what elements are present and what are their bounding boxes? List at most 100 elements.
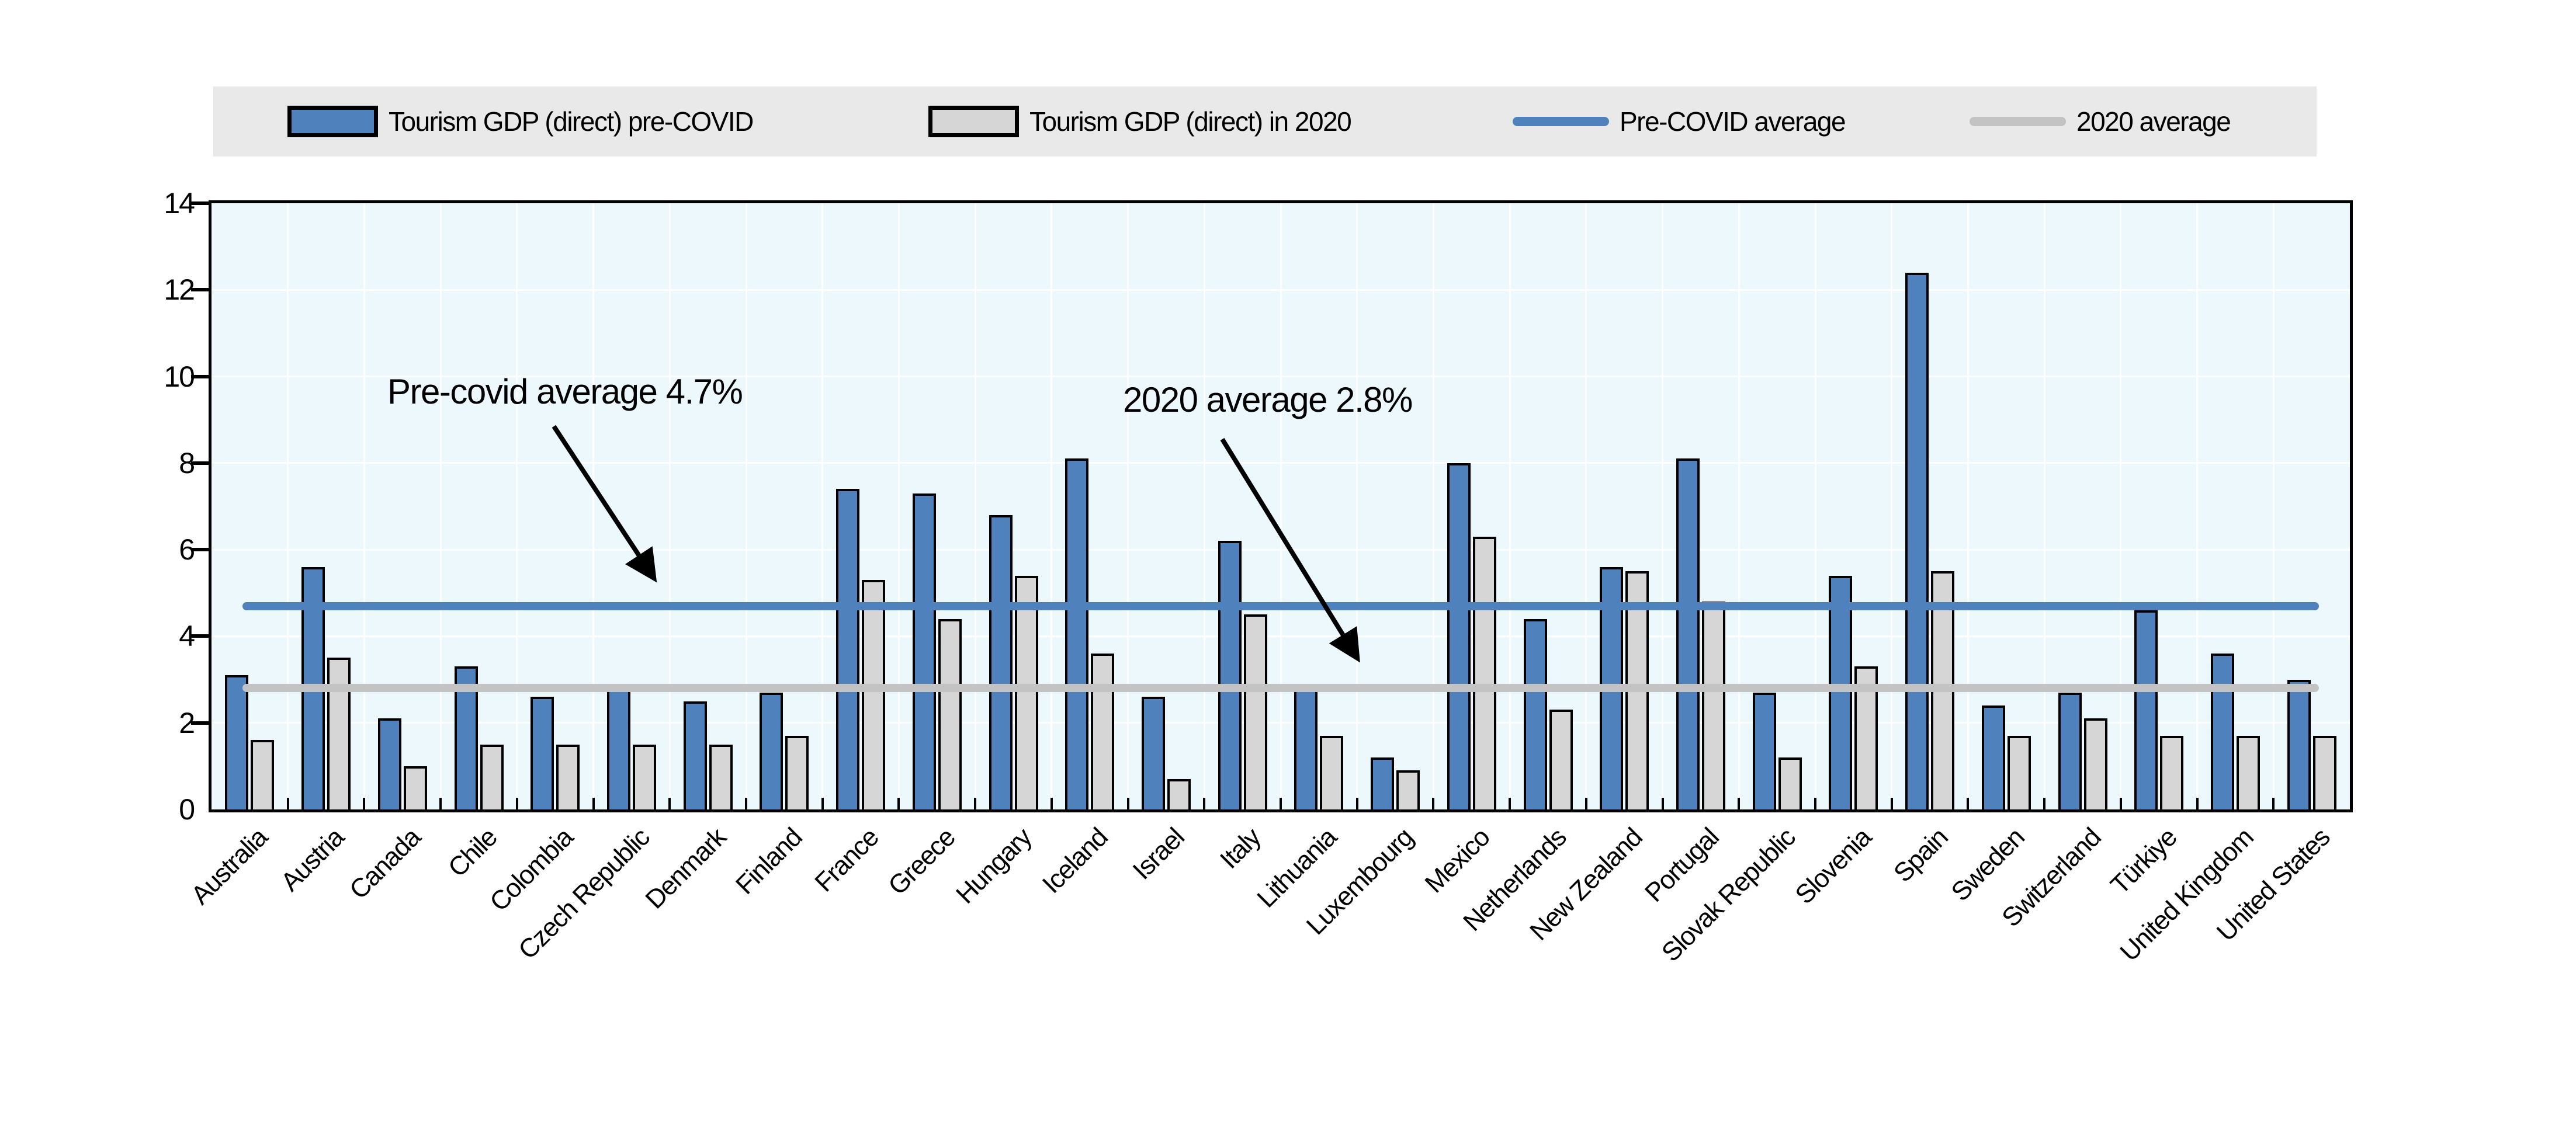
bar-precovid bbox=[989, 515, 1013, 809]
bar-precovid bbox=[2287, 680, 2311, 809]
legend-swatch-2020-bar-icon bbox=[928, 106, 1019, 137]
legend-label: Tourism GDP (direct) in 2020 bbox=[1029, 106, 1352, 137]
legend-swatch-precovid-bar-icon bbox=[287, 106, 378, 137]
v-gridline bbox=[1662, 203, 1664, 809]
category-tick bbox=[1432, 798, 1435, 809]
bar-2020 bbox=[403, 766, 427, 809]
bar-precovid bbox=[1447, 463, 1471, 809]
y-tick-label: 6 bbox=[179, 533, 195, 566]
annotation-precovid-average: Pre-covid average 4.7% bbox=[387, 372, 743, 411]
v-gridline bbox=[439, 203, 442, 809]
legend-label: Pre-COVID average bbox=[1620, 106, 1846, 137]
category-tick bbox=[2119, 798, 2122, 809]
v-gridline bbox=[363, 203, 365, 809]
v-gridline bbox=[1814, 203, 1816, 809]
v-gridline bbox=[1585, 203, 1587, 809]
legend-label: 2020 average bbox=[2076, 106, 2231, 137]
legend-item-precovid-average: Pre-COVID average bbox=[1513, 86, 1846, 157]
bar-2020 bbox=[556, 745, 580, 809]
category-tick bbox=[2196, 798, 2199, 809]
category-tick bbox=[2043, 798, 2046, 809]
v-gridline bbox=[2043, 203, 2045, 809]
y-tick-mark bbox=[191, 548, 209, 552]
v-gridline bbox=[821, 203, 824, 809]
v-gridline bbox=[2272, 203, 2275, 809]
category-tick bbox=[821, 798, 824, 809]
category-tick bbox=[668, 798, 671, 809]
legend: Tourism GDP (direct) pre-COVID Tourism G… bbox=[213, 86, 2317, 157]
bar-precovid bbox=[1065, 458, 1089, 809]
v-gridline bbox=[1432, 203, 1434, 809]
bar-2020 bbox=[1167, 779, 1191, 809]
category-tick bbox=[439, 798, 442, 809]
bar-2020 bbox=[251, 740, 275, 809]
v-gridline bbox=[974, 203, 976, 809]
bar-precovid bbox=[225, 675, 249, 809]
legend-item-precovid-bars: Tourism GDP (direct) pre-COVID bbox=[287, 86, 754, 157]
v-gridline bbox=[668, 203, 671, 809]
bar-precovid bbox=[1371, 757, 1395, 809]
category-tick bbox=[1280, 798, 1282, 809]
bar-2020 bbox=[1701, 602, 1725, 809]
bar-2020 bbox=[632, 745, 656, 809]
v-gridline bbox=[1967, 203, 1969, 809]
legend-item-2020-average: 2020 average bbox=[1970, 86, 2231, 157]
category-tick bbox=[897, 798, 900, 809]
bar-precovid bbox=[2134, 610, 2158, 809]
bar-2020 bbox=[2083, 718, 2107, 809]
v-gridline bbox=[897, 203, 900, 809]
annotation-2020-average: 2020 average 2.8% bbox=[1123, 380, 1413, 419]
category-tick bbox=[974, 798, 977, 809]
bar-2020 bbox=[1091, 654, 1115, 809]
precovid-average-line bbox=[242, 602, 2319, 610]
bar-precovid bbox=[760, 693, 783, 809]
bar-2020 bbox=[480, 745, 504, 809]
category-tick bbox=[1661, 798, 1664, 809]
bar-precovid bbox=[683, 701, 707, 809]
v-gridline bbox=[592, 203, 595, 809]
bar-precovid bbox=[606, 688, 630, 809]
v-gridline bbox=[745, 203, 747, 809]
bar-precovid bbox=[531, 697, 554, 809]
bar-precovid bbox=[1981, 705, 2005, 809]
bar-precovid bbox=[377, 718, 401, 809]
bar-precovid bbox=[1905, 273, 1929, 809]
v-gridline bbox=[1738, 203, 1740, 809]
category-tick bbox=[1967, 798, 1970, 809]
category-tick bbox=[745, 798, 747, 809]
bar-2020 bbox=[2007, 736, 2031, 809]
bar-2020 bbox=[938, 619, 962, 809]
y-tick-label: 0 bbox=[179, 793, 195, 826]
y-tick-label: 10 bbox=[164, 360, 195, 393]
bar-precovid bbox=[1141, 697, 1165, 809]
y-tick-label: 14 bbox=[164, 187, 195, 220]
category-tick bbox=[1890, 798, 1893, 809]
category-tick bbox=[515, 798, 518, 809]
bar-2020 bbox=[2312, 736, 2336, 809]
category-tick bbox=[363, 798, 366, 809]
bar-2020 bbox=[1243, 614, 1267, 809]
y-tick-label: 2 bbox=[179, 706, 195, 739]
legend-item-2020-bars: Tourism GDP (direct) in 2020 bbox=[928, 86, 1352, 157]
bar-2020 bbox=[1472, 537, 1496, 809]
category-tick bbox=[1738, 798, 1741, 809]
legend-swatch-2020-line-icon bbox=[1970, 117, 2066, 126]
v-gridline bbox=[1891, 203, 1893, 809]
bar-2020 bbox=[1549, 710, 1573, 809]
category-tick bbox=[286, 798, 289, 809]
category-tick bbox=[592, 798, 595, 809]
bar-precovid bbox=[1752, 693, 1776, 809]
y-tick-mark bbox=[191, 461, 209, 465]
bar-2020 bbox=[785, 736, 809, 809]
bar-precovid bbox=[1294, 684, 1318, 809]
bar-2020 bbox=[2236, 736, 2260, 809]
v-gridline bbox=[1203, 203, 1205, 809]
2020-average-line bbox=[242, 684, 2319, 693]
bar-precovid bbox=[1829, 576, 1853, 809]
bar-2020 bbox=[1320, 736, 1344, 809]
category-tick bbox=[1126, 798, 1129, 809]
bar-precovid bbox=[836, 489, 860, 809]
v-gridline bbox=[516, 203, 518, 809]
category-tick bbox=[1814, 798, 1816, 809]
v-gridline bbox=[2196, 203, 2199, 809]
